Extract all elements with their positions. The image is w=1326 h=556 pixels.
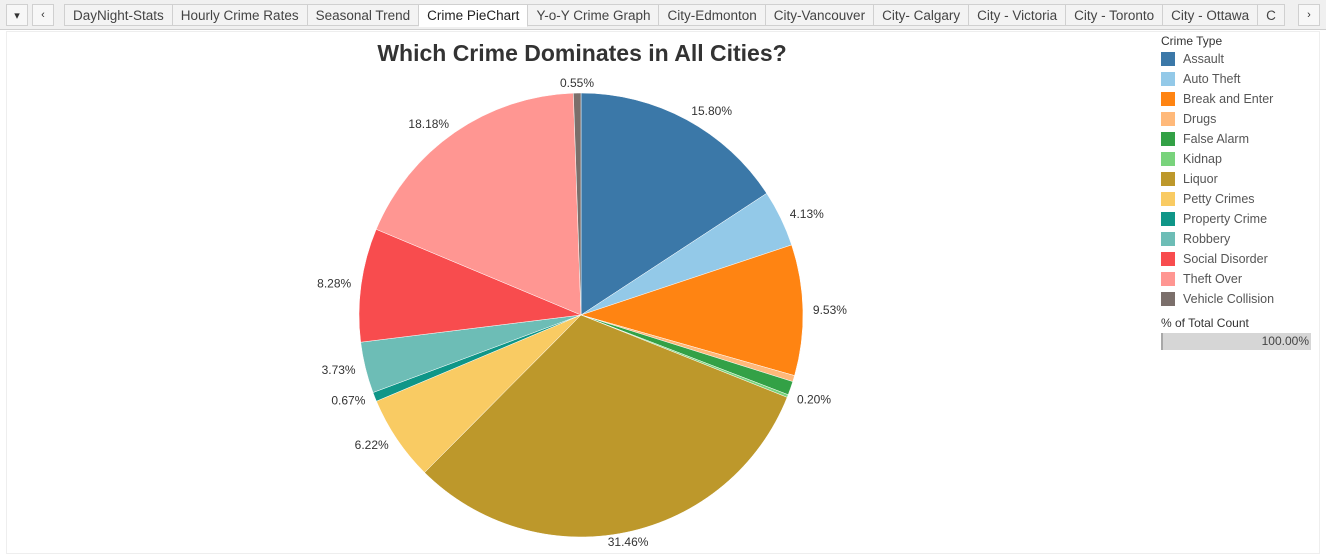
legend-label: Liquor — [1183, 172, 1218, 186]
slice-percent-label: 8.28% — [317, 276, 351, 290]
sheet-tab-bar: ▾ ‹ DayNight-Stats Hourly Crime Rates Seas… — [0, 0, 1326, 30]
legend-label: Break and Enter — [1183, 92, 1274, 106]
sheet-tab[interactable]: Y-o-Y Crime Graph — [528, 4, 660, 26]
sheet-tab[interactable]: City - Toronto — [1066, 4, 1164, 26]
legend-item[interactable]: Social Disorder — [1161, 249, 1321, 269]
pie-slice[interactable] — [573, 92, 582, 316]
legend-label: Theft Over — [1183, 272, 1243, 286]
legend-label: Petty Crimes — [1183, 192, 1255, 206]
legend-swatch — [1161, 192, 1175, 206]
legend-swatch — [1161, 272, 1175, 286]
slice-percent-label: 0.20% — [797, 393, 831, 407]
slice-percent-label: 4.13% — [790, 207, 824, 221]
legend-label: Robbery — [1183, 232, 1231, 246]
size-legend-title: % of Total Count — [1161, 316, 1249, 330]
pie-slice[interactable] — [375, 92, 582, 316]
legend-title: Crime Type — [1161, 34, 1223, 48]
sheet-tab[interactable]: City-Vancouver — [765, 4, 875, 26]
legend-swatch — [1161, 112, 1175, 126]
slice-percent-label: 0.67% — [331, 394, 365, 408]
slice-percent-label: 9.53% — [813, 303, 847, 317]
sheet-tab[interactable]: City- Calgary — [874, 4, 970, 26]
slice-percent-label: 15.80% — [691, 104, 732, 118]
pie-slice[interactable] — [580, 244, 804, 376]
pie-slice[interactable] — [424, 314, 788, 538]
previous-tab-icon[interactable]: ‹ — [32, 4, 54, 26]
pie-slice[interactable] — [580, 92, 768, 316]
sheet-tab[interactable]: Crime PieChart — [419, 4, 529, 27]
legend-item[interactable]: Break and Enter — [1161, 89, 1321, 109]
legend-swatch — [1161, 232, 1175, 246]
legend-swatch — [1161, 212, 1175, 226]
legend-item[interactable]: Petty Crimes — [1161, 189, 1321, 209]
slice-percent-label: 6.22% — [355, 438, 389, 452]
sheet-tab[interactable]: City - Ottawa — [1163, 4, 1259, 26]
legend-label: Vehicle Collision — [1183, 292, 1275, 306]
legend-label: Kidnap — [1183, 152, 1222, 166]
slice-percent-label: 31.46% — [608, 535, 649, 549]
legend-label: Social Disorder — [1183, 252, 1268, 266]
legend-swatch — [1161, 152, 1175, 166]
sheet-tabs: DayNight-Stats Hourly Crime Rates Seasonal… — [64, 4, 1296, 30]
legend: Crime Type Assault Auto Theft Break and En… — [1161, 33, 1321, 350]
legend-swatch — [1161, 172, 1175, 186]
sheet-tab[interactable]: DayNight-Stats — [64, 4, 173, 26]
legend-item[interactable]: Property Crime — [1161, 209, 1321, 229]
legend-label: Drugs — [1183, 112, 1217, 126]
legend-items: Assault Auto Theft Break and Enter Drugs Fal… — [1161, 49, 1321, 309]
legend-item[interactable]: Kidnap — [1161, 149, 1321, 169]
size-legend-bar: 100.00% — [1161, 333, 1311, 350]
legend-label: Auto Theft — [1183, 72, 1241, 86]
chart-title: Which Crime Dominates in All Cities? — [377, 40, 787, 66]
legend-item[interactable]: Drugs — [1161, 109, 1321, 129]
sheet-menu-dropdown-icon[interactable]: ▾ — [6, 4, 28, 26]
sheet-tab[interactable]: City - Victoria — [969, 4, 1067, 26]
next-tab-icon[interactable]: › — [1298, 4, 1320, 26]
legend-swatch — [1161, 132, 1175, 146]
legend-swatch — [1161, 292, 1175, 306]
sheet-tab[interactable]: City-Edmonton — [659, 4, 766, 26]
legend-item[interactable]: Vehicle Collision — [1161, 289, 1321, 309]
legend-label: Property Crime — [1183, 212, 1268, 226]
legend-label: Assault — [1183, 52, 1224, 66]
pie-chart: 15.80% 4.13% 9.53% 0.20% 31.46% 6.22% 0.67% 3.7… — [317, 76, 847, 549]
sheet-tab[interactable]: Hourly Crime Rates — [172, 4, 308, 26]
pie-slice[interactable] — [358, 228, 582, 343]
legend-item[interactable]: Assault — [1161, 49, 1321, 69]
legend-swatch — [1161, 252, 1175, 266]
legend-item[interactable]: Theft Over — [1161, 269, 1321, 289]
slice-percent-label: 3.73% — [322, 363, 356, 377]
slice-percent-label: 0.55% — [560, 76, 594, 90]
legend-label: False Alarm — [1183, 132, 1249, 146]
legend-item[interactable]: Liquor — [1161, 169, 1321, 189]
legend-item[interactable]: False Alarm — [1161, 129, 1321, 149]
legend-item[interactable]: Auto Theft — [1161, 69, 1321, 89]
sheet-tab[interactable]: Seasonal Trend — [307, 4, 420, 26]
legend-item[interactable]: Robbery — [1161, 229, 1321, 249]
sheet-tab[interactable]: C — [1258, 4, 1285, 26]
legend-swatch — [1161, 72, 1175, 86]
legend-swatch — [1161, 92, 1175, 106]
legend-swatch — [1161, 52, 1175, 66]
slice-percent-label: 18.18% — [408, 117, 449, 131]
